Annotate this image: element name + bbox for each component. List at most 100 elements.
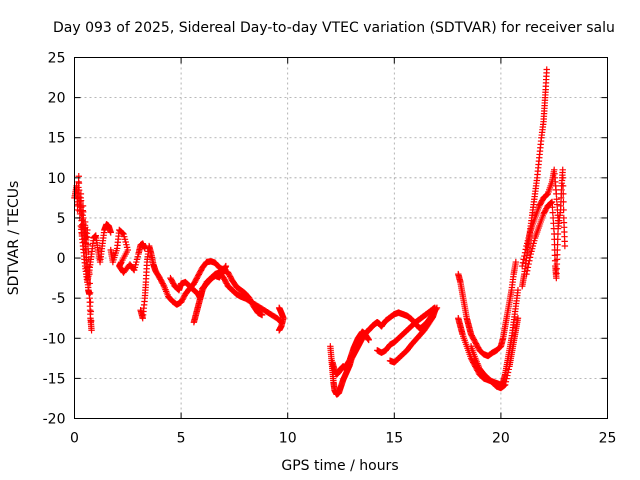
series-arc-6 bbox=[190, 262, 230, 326]
y-tick-label: 20 bbox=[48, 91, 66, 107]
data-point bbox=[77, 197, 85, 204]
y-tick-label: -20 bbox=[43, 412, 66, 428]
series-arc-4 bbox=[137, 242, 266, 322]
data-point bbox=[520, 256, 527, 263]
data-point bbox=[519, 262, 526, 270]
data-point bbox=[87, 308, 95, 315]
data-point bbox=[549, 209, 556, 216]
data-point bbox=[119, 230, 127, 237]
data-point bbox=[543, 192, 550, 199]
data-point bbox=[118, 229, 126, 236]
x-tick-label: 5 bbox=[177, 431, 186, 447]
y-tick-label: 25 bbox=[48, 51, 66, 67]
data-point bbox=[523, 270, 530, 278]
data-point bbox=[504, 372, 511, 379]
data-point bbox=[80, 214, 87, 222]
data-point bbox=[526, 257, 533, 264]
y-tick-label: 0 bbox=[57, 251, 66, 267]
data-point bbox=[512, 258, 520, 266]
series-arc-15 bbox=[467, 315, 522, 392]
data-point bbox=[505, 366, 512, 373]
data-point bbox=[502, 378, 510, 385]
data-point bbox=[77, 190, 85, 198]
data-point bbox=[548, 199, 555, 206]
data-point bbox=[81, 218, 89, 226]
data-point bbox=[543, 66, 550, 73]
data-point bbox=[80, 208, 87, 216]
data-point bbox=[519, 259, 527, 266]
data-point bbox=[76, 193, 83, 201]
data-points bbox=[71, 66, 569, 398]
data-point bbox=[503, 375, 510, 382]
series-arc-9 bbox=[329, 328, 372, 378]
data-point bbox=[514, 315, 522, 322]
data-point bbox=[258, 311, 266, 319]
data-point bbox=[222, 262, 230, 270]
data-point bbox=[548, 198, 556, 206]
series-arc-8 bbox=[327, 319, 385, 398]
x-tick-label: 15 bbox=[385, 431, 403, 447]
data-point bbox=[523, 267, 531, 274]
series-arc-3 bbox=[107, 226, 149, 276]
data-point bbox=[521, 252, 528, 260]
data-point bbox=[88, 317, 95, 325]
x-tick-label: 25 bbox=[599, 431, 617, 447]
data-point bbox=[560, 190, 567, 198]
x-axis-label: GPS time / hours bbox=[281, 458, 398, 474]
y-tick-label: 15 bbox=[48, 131, 66, 147]
data-point bbox=[554, 230, 562, 238]
data-point bbox=[88, 327, 95, 334]
data-point bbox=[365, 336, 372, 344]
series-arc-10 bbox=[374, 304, 439, 356]
data-point bbox=[504, 369, 512, 376]
plot-frame bbox=[74, 57, 608, 419]
y-tick-label: -15 bbox=[43, 371, 66, 387]
data-point bbox=[75, 173, 82, 180]
data-point bbox=[524, 264, 532, 271]
data-point bbox=[560, 206, 567, 214]
data-point bbox=[554, 241, 561, 248]
data-point bbox=[86, 289, 94, 297]
series-arc-2 bbox=[77, 221, 114, 286]
y-tick-label: 5 bbox=[57, 211, 66, 227]
data-point bbox=[549, 204, 556, 211]
data-point bbox=[521, 249, 529, 256]
series-arc-17 bbox=[519, 166, 569, 270]
y-tick-label: -10 bbox=[43, 331, 66, 347]
y-tick-label: 10 bbox=[48, 171, 66, 187]
data-point bbox=[555, 220, 562, 227]
series-arc-7 bbox=[275, 304, 287, 334]
data-point bbox=[433, 305, 440, 313]
data-point bbox=[275, 327, 283, 334]
data-point bbox=[501, 381, 509, 389]
data-point bbox=[522, 246, 529, 253]
data-point bbox=[554, 225, 562, 232]
x-tick-label: 20 bbox=[492, 431, 510, 447]
chart-title: Day 093 of 2025, Sidereal Day-to-day VTE… bbox=[53, 20, 615, 36]
series-arc-12 bbox=[378, 304, 441, 332]
data-point bbox=[559, 174, 567, 182]
data-point bbox=[547, 200, 554, 207]
data-point bbox=[560, 198, 567, 206]
data-point bbox=[554, 236, 561, 243]
data-point bbox=[525, 260, 532, 268]
data-point bbox=[160, 281, 167, 288]
data-point bbox=[559, 166, 566, 174]
data-point bbox=[514, 286, 522, 294]
x-tick-label: 10 bbox=[279, 431, 297, 447]
series-arc-13 bbox=[455, 258, 520, 360]
axis-ticks: 0 5 10 15 20 25 -20 -15 -10 -5 0 5 10 15 20 25 bbox=[43, 51, 617, 447]
data-point bbox=[561, 242, 569, 250]
data-point bbox=[526, 254, 534, 261]
x-tick-label: 0 bbox=[70, 431, 79, 447]
y-axis-label: SDTVAR / TECUs bbox=[6, 181, 22, 296]
data-point bbox=[87, 298, 94, 306]
data-point bbox=[75, 179, 83, 187]
data-point bbox=[555, 214, 562, 222]
y-tick-label: -5 bbox=[52, 291, 66, 307]
data-point bbox=[553, 196, 560, 203]
data-point bbox=[75, 186, 83, 194]
data-point bbox=[554, 246, 561, 254]
data-point bbox=[107, 229, 114, 236]
